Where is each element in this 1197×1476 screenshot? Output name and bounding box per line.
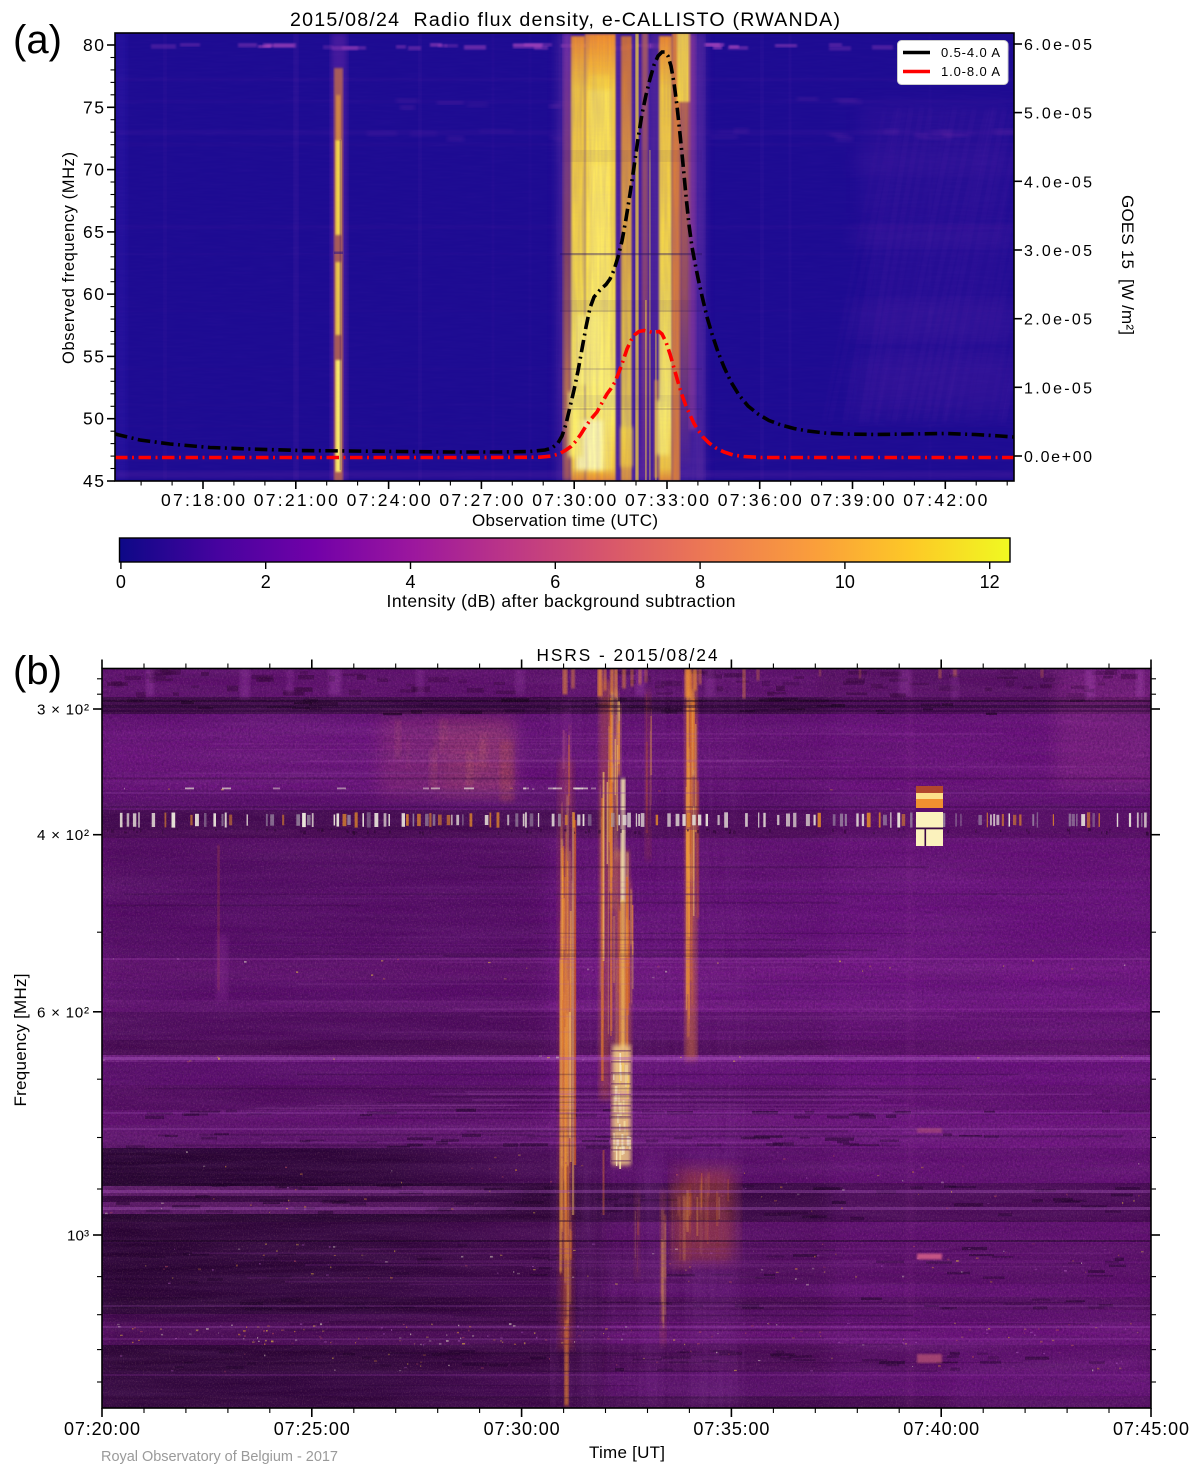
svg-text:1.0e-05: 1.0e-05	[1024, 380, 1092, 397]
svg-text:(a): (a)	[13, 18, 62, 62]
svg-text:Observation time (UTC): Observation time (UTC)	[472, 511, 658, 530]
svg-text:Royal Observatory of Belgium -: Royal Observatory of Belgium - 2017	[101, 1449, 338, 1465]
svg-text:1.0-8.0 A: 1.0-8.0 A	[941, 64, 1000, 79]
svg-text:6 × 10²: 6 × 10²	[37, 1004, 89, 1021]
svg-text:0.5-4.0 A: 0.5-4.0 A	[941, 45, 1000, 60]
svg-text:6.0e-05: 6.0e-05	[1024, 37, 1092, 54]
svg-text:60: 60	[83, 284, 104, 304]
svg-text:Frequency [MHz]: Frequency [MHz]	[11, 974, 30, 1107]
svg-text:3.0e-05: 3.0e-05	[1024, 243, 1092, 260]
svg-text:3 × 10²: 3 × 10²	[37, 702, 89, 719]
svg-text:HSRS - 2015/08/24: HSRS - 2015/08/24	[537, 645, 718, 665]
svg-text:07:45:00: 07:45:00	[1113, 1419, 1189, 1439]
svg-text:(b): (b)	[13, 649, 62, 693]
svg-text:65: 65	[83, 222, 104, 242]
svg-text:4 × 10²: 4 × 10²	[37, 827, 89, 844]
svg-text:07:20:00: 07:20:00	[64, 1419, 140, 1439]
svg-text:12: 12	[980, 572, 1000, 592]
svg-text:50: 50	[83, 409, 104, 429]
svg-text:2015/08/24 Radio flux density: 2015/08/24 Radio flux density, e-CALLIST…	[290, 9, 840, 31]
svg-text:07:25:00: 07:25:00	[274, 1419, 350, 1439]
svg-text:75: 75	[83, 97, 104, 117]
svg-text:07:35:00: 07:35:00	[693, 1419, 769, 1439]
svg-text:5.0e-05: 5.0e-05	[1024, 106, 1092, 123]
svg-text:45: 45	[83, 471, 104, 491]
svg-text:2.0e-05: 2.0e-05	[1024, 312, 1092, 329]
svg-text:10: 10	[835, 572, 855, 592]
svg-text:2: 2	[261, 572, 271, 592]
svg-text:10³: 10³	[67, 1228, 89, 1245]
svg-text:55: 55	[83, 346, 104, 366]
svg-text:8: 8	[695, 572, 705, 592]
svg-text:4: 4	[405, 572, 415, 592]
svg-text:07:30:00: 07:30:00	[484, 1419, 560, 1439]
svg-text:0: 0	[116, 572, 126, 592]
svg-text:07:40:00: 07:40:00	[903, 1419, 979, 1439]
svg-text:4.0e-05: 4.0e-05	[1024, 174, 1092, 191]
svg-text:GOES 15 [W /m²]: GOES 15 [W /m²]	[1118, 195, 1137, 335]
svg-text:0.0e+00: 0.0e+00	[1024, 449, 1092, 466]
svg-text:Observed frequency (MHz): Observed frequency (MHz)	[60, 152, 78, 364]
svg-text:6: 6	[550, 572, 560, 592]
svg-text:80: 80	[83, 35, 104, 55]
svg-text:70: 70	[83, 160, 104, 180]
svg-text:Intensity (dB) after backgroun: Intensity (dB) after background subtract…	[387, 591, 736, 611]
svg-text:Time [UT]: Time [UT]	[589, 1443, 665, 1462]
